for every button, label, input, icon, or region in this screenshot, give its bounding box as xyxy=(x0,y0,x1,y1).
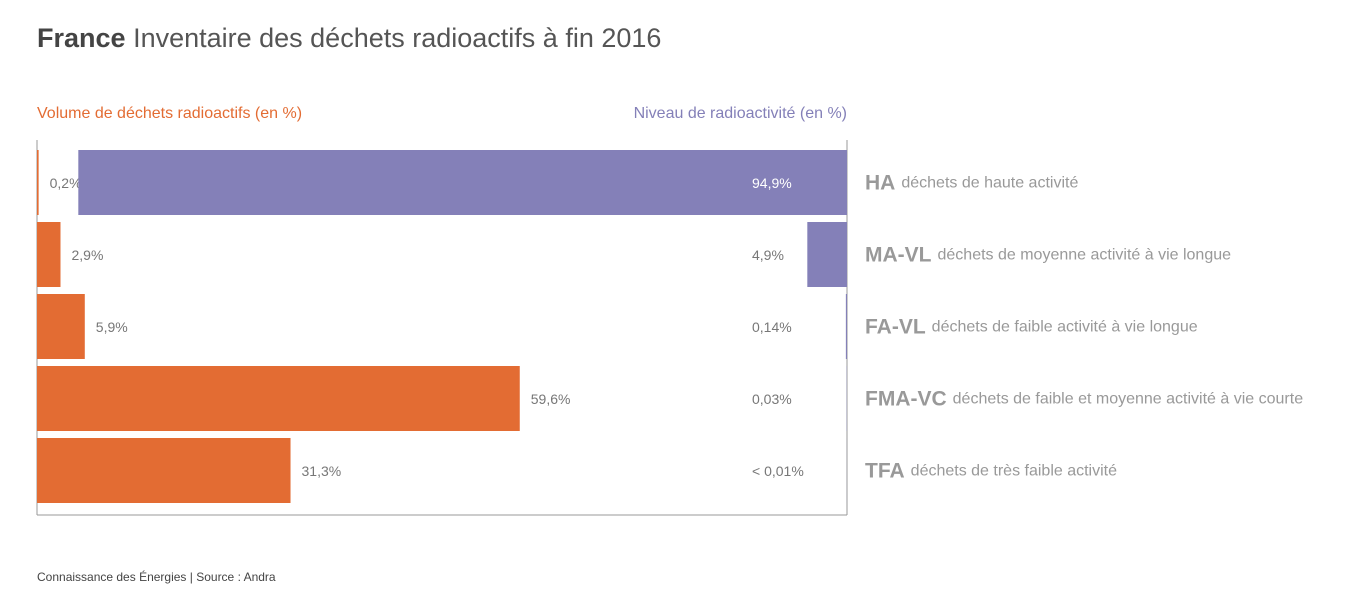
bar xyxy=(37,366,520,431)
row-code: MA-VL xyxy=(865,243,932,266)
row-label: FMA-VC déchets de faible et moyenne activ… xyxy=(865,387,1303,410)
legend-entry: Volume de déchets radioactifs (en %) xyxy=(37,105,302,122)
source: Connaissance des Énergies | Source : And… xyxy=(37,569,276,584)
bar xyxy=(78,150,847,215)
value-label: 2,9% xyxy=(71,247,103,263)
row-label: MA-VL déchets de moyenne activité à vie l… xyxy=(865,243,1231,266)
value-label: 94,9% xyxy=(752,175,792,191)
bar xyxy=(807,222,847,287)
row-code: FA-VL xyxy=(865,315,926,338)
bar xyxy=(37,150,39,215)
value-label: < 0,01% xyxy=(752,463,804,479)
value-label: 5,9% xyxy=(96,319,128,335)
bar xyxy=(37,438,291,503)
value-label: 31,3% xyxy=(302,463,342,479)
title-text: Inventaire des déchets radioactifs à fin… xyxy=(133,23,661,53)
bar xyxy=(845,294,847,359)
row-description: déchets de très faible activité xyxy=(911,463,1117,480)
value-label: 4,9% xyxy=(752,247,784,263)
row-label: FA-VL déchets de faible activité à vie lo… xyxy=(865,315,1198,338)
value-label: 0,2% xyxy=(50,175,82,191)
value-label: 59,6% xyxy=(531,391,571,407)
legend-entry: Niveau de radioactivité (en %) xyxy=(634,105,847,122)
chart-title: France Inventaire des déchets radioactif… xyxy=(37,23,661,53)
row-description: déchets de faible et moyenne activité à … xyxy=(953,391,1304,408)
row-code: FMA-VC xyxy=(865,387,947,410)
bar xyxy=(37,294,85,359)
bar xyxy=(37,222,61,287)
value-label: 0,14% xyxy=(752,319,792,335)
row-description: déchets de haute activité xyxy=(901,175,1078,192)
title-bold: France xyxy=(37,23,126,53)
row-description: déchets de moyenne activité à vie longue xyxy=(938,247,1232,264)
row-code: HA xyxy=(865,171,895,194)
value-label: 0,03% xyxy=(752,391,792,407)
row-code: TFA xyxy=(865,459,905,482)
row-label: HA déchets de haute activité xyxy=(865,171,1078,194)
row-description: déchets de faible activité à vie longue xyxy=(932,319,1198,336)
row-label: TFA déchets de très faible activité xyxy=(865,459,1117,482)
